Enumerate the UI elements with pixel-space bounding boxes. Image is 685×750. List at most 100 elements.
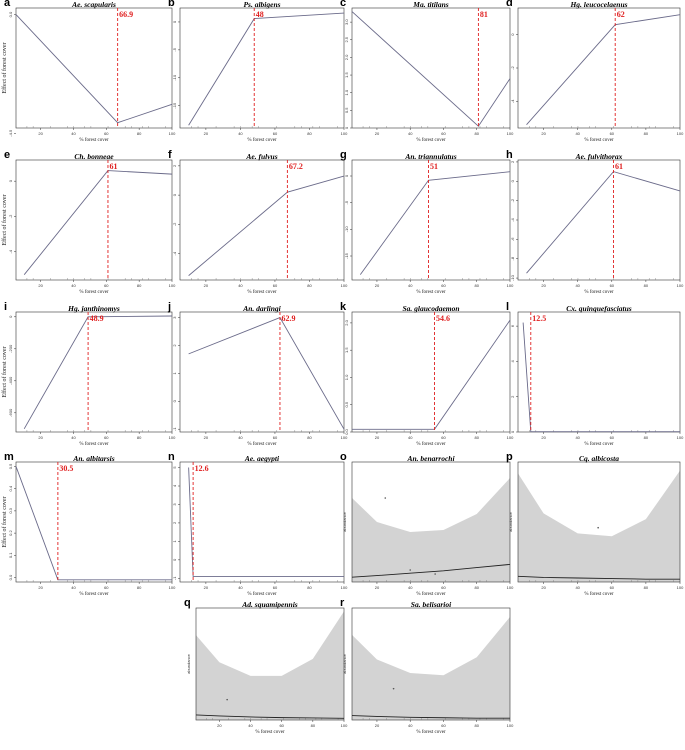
y-tick-label: 0.2 [8,530,13,536]
series-line [23,170,173,275]
x-tick-label: 40 [575,131,580,136]
y-tick-label: -10 [510,274,515,281]
x-tick-label: 40 [71,585,76,590]
x-tick-label: 100 [341,435,348,440]
series-line [188,317,345,430]
y-tick-label: -5 [172,47,177,51]
x-tick-label: 100 [341,723,348,728]
y-tick-label: -5 [344,200,349,204]
panel-title: An. darlingi [242,304,281,313]
confidence-band [352,616,510,720]
y-tick-label: 2 [172,521,177,524]
y-tick-label: -10 [172,74,177,81]
plot-frame [179,7,345,129]
plot-frame [517,7,681,129]
x-tick-label: 80 [307,435,312,440]
x-tick-label: 40 [248,723,253,728]
breakpoint-label: 30.5 [59,464,73,473]
panel-letter: m [4,451,14,463]
y-tick-label: 0 [172,20,177,23]
panel-q: q Ad. squamipennis 20 40 60 80 100 % forest cov… [184,597,348,735]
x-tick-label: 100 [507,131,514,136]
y-tick-label: -8 [510,256,515,260]
fit-line [351,563,511,578]
x-tick-label: 80 [644,283,649,288]
x-tick-label: 60 [104,585,109,590]
x-tick-label: 20 [204,435,209,440]
y-tick-label: 1.5 [344,72,349,78]
panel-d: d Hg. leucocelaenus 20 40 60 80 100 0 -2 -4 % fore… [506,0,684,143]
x-tick-label: 100 [507,435,514,440]
x-tick-label: 60 [273,131,278,136]
y-tick-label: 0.4 [8,485,13,491]
y-tick-label: 0 [172,193,177,196]
plot-frame [351,7,511,129]
y-tick-label: -4 [8,249,13,253]
observation-point [409,569,412,571]
y-tick-label: 2 [172,164,177,167]
x-tick-label: 20 [38,283,43,288]
y-tick-label: -2 [510,65,515,69]
observation-point [384,497,387,499]
x-tick-label: 40 [408,283,413,288]
observation-point [226,698,228,701]
panel-letter: l [506,301,509,313]
panel-letter: f [168,149,172,161]
confidence-band [352,478,510,582]
x-tick-label: 100 [169,131,176,136]
y-tick-label: -4.5 [8,129,13,137]
y-tick-label: 0.5 [8,463,13,469]
panel-letter: b [168,0,175,9]
y-tick-label: -2 [510,198,515,202]
panel-letter: j [167,301,171,313]
x-axis-label: % forest cover [247,592,276,597]
x-tick-label: 60 [441,283,446,288]
panel-title: Ae. fulvithorax [575,152,623,161]
y-tick-label: -2 [172,222,177,226]
y-tick-label: 1.5 [344,347,349,353]
panel-p: p Cq. albicosta 20 40 60 80 100 % forest cover a… [506,451,684,597]
x-tick-label: 40 [71,435,76,440]
x-tick-label: 60 [610,435,615,440]
series-line [522,322,680,433]
y-tick-label: -200 [8,344,13,353]
x-tick-label: 100 [677,131,684,136]
x-tick-label: 80 [475,723,480,728]
x-tick-label: 40 [238,131,243,136]
series-line [188,175,345,276]
y-tick-label: 3.0 [344,19,349,25]
y-tick-label: -6 [510,237,515,241]
x-tick-label: 60 [273,435,278,440]
x-tick-label: 80 [137,435,142,440]
y-tick-label: 5 [172,466,177,469]
x-tick-label: 60 [441,723,446,728]
series-line [15,466,172,581]
confidence-band [518,470,680,582]
x-tick-label: 100 [341,131,348,136]
panel-r: r Sa. belisarioi 20 40 60 80 100 % forest cover… [340,597,514,735]
panel-b: b Ps. albigens 20 40 60 80 100 0 -5 -10 -15 % fores… [168,0,348,143]
x-tick-label: 60 [273,283,278,288]
y-tick-label: 0.0 [8,11,13,17]
panel-title: Ma. titilans [412,0,449,9]
y-tick-label: 0 [510,430,515,433]
x-tick-label: 60 [279,723,284,728]
panel-letter: e [4,149,10,161]
fit-line [351,715,510,719]
series-line [352,319,511,430]
x-axis-label: % forest cover [247,138,276,143]
x-tick-label: 100 [341,283,348,288]
breakpoint-label: 61 [615,162,623,171]
x-tick-label: 40 [238,585,243,590]
panel-title: Ae. fulvus [245,152,277,161]
panel-j: j An. darlingi 20 40 60 80 100 3 2 1 0 -1 % forest c… [167,301,348,447]
x-tick-label: 20 [38,435,43,440]
panel-title: Cx. quinquefasciatus [566,304,632,313]
y-tick-label: 4 [510,360,515,363]
y-tick-label: 0.1 [8,552,13,558]
x-tick-label: 40 [408,435,413,440]
panel-title: Ch. bonneae [74,152,114,161]
